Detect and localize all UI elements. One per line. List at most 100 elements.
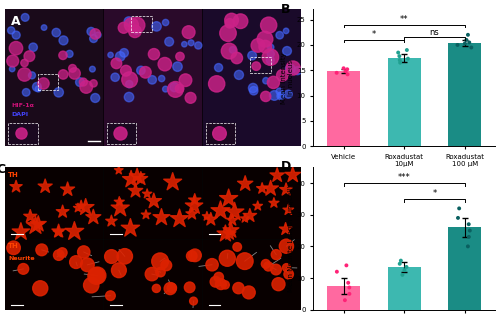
Point — [466, 228, 474, 233]
Point — [464, 222, 472, 227]
Point — [261, 44, 269, 49]
Point — [91, 95, 99, 100]
Point — [161, 62, 169, 67]
Point — [208, 262, 216, 267]
Point — [126, 226, 134, 231]
Point — [461, 41, 469, 46]
Point — [133, 23, 141, 28]
Point — [162, 263, 170, 268]
Point — [397, 258, 405, 263]
Point — [226, 21, 234, 26]
Point — [125, 82, 133, 87]
Point — [150, 52, 158, 57]
Point — [188, 253, 196, 258]
Point — [20, 72, 28, 77]
Point — [333, 269, 341, 274]
Point — [266, 55, 274, 60]
Point — [142, 70, 150, 75]
Point — [170, 85, 178, 90]
Bar — [5, 240, 102, 310]
Point — [116, 130, 124, 135]
Point — [165, 39, 173, 44]
Point — [21, 15, 29, 20]
Point — [26, 54, 34, 59]
Point — [283, 48, 291, 53]
Point — [70, 229, 78, 234]
Point — [76, 80, 84, 85]
Point — [224, 256, 232, 261]
Point — [94, 33, 102, 38]
Point — [207, 217, 215, 222]
Point — [340, 66, 347, 71]
Point — [466, 40, 473, 45]
Text: ***: *** — [398, 173, 410, 182]
Point — [34, 86, 42, 91]
Point — [148, 77, 156, 82]
Point — [267, 51, 275, 56]
Bar — [206, 123, 235, 143]
Point — [111, 75, 119, 80]
Text: DAPI: DAPI — [11, 112, 28, 117]
Point — [12, 46, 20, 51]
Bar — [327, 286, 360, 310]
Point — [342, 69, 349, 74]
Point — [266, 58, 274, 63]
Point — [176, 216, 184, 221]
Point — [284, 207, 292, 212]
Point — [398, 272, 406, 277]
Point — [214, 275, 222, 280]
Point — [38, 247, 46, 252]
Point — [342, 263, 350, 268]
Point — [33, 84, 41, 89]
Point — [82, 205, 90, 210]
Point — [344, 280, 352, 285]
Point — [66, 51, 74, 56]
Point — [80, 80, 88, 85]
Point — [270, 93, 278, 98]
Text: TH: TH — [8, 172, 18, 178]
Point — [92, 31, 100, 36]
Bar — [5, 167, 102, 239]
Point — [248, 53, 256, 58]
Point — [158, 76, 166, 81]
Point — [74, 205, 82, 210]
Bar — [388, 267, 421, 310]
Point — [18, 130, 25, 135]
Bar — [104, 9, 201, 146]
Point — [128, 22, 136, 27]
Point — [272, 252, 280, 257]
Point — [214, 65, 222, 70]
Point — [184, 30, 192, 35]
Point — [54, 230, 62, 235]
Point — [212, 81, 220, 86]
Point — [92, 273, 100, 278]
Point — [174, 64, 182, 69]
Point — [404, 56, 412, 61]
Point — [278, 73, 286, 78]
Point — [276, 33, 283, 38]
Point — [142, 212, 150, 217]
Point — [87, 283, 95, 288]
Point — [68, 66, 76, 71]
Text: Roxadustat 10 μM: Roxadustat 10 μM — [122, 1, 184, 7]
Point — [94, 273, 102, 278]
Point — [116, 199, 124, 204]
Point — [137, 68, 145, 73]
Point — [241, 181, 249, 186]
Point — [266, 186, 274, 191]
Point — [40, 81, 48, 86]
Y-axis label: Mean Intensity
in nucleus: Mean Intensity in nucleus — [281, 52, 294, 104]
Point — [254, 204, 262, 209]
Point — [191, 253, 199, 258]
Point — [156, 259, 164, 264]
Bar — [8, 123, 38, 143]
Point — [215, 130, 223, 135]
Point — [70, 71, 78, 76]
Point — [152, 286, 160, 291]
Text: Neurite: Neurite — [8, 256, 34, 261]
Point — [225, 49, 233, 54]
Point — [284, 92, 292, 97]
Bar — [202, 167, 300, 239]
Point — [203, 214, 211, 219]
Point — [150, 199, 158, 204]
